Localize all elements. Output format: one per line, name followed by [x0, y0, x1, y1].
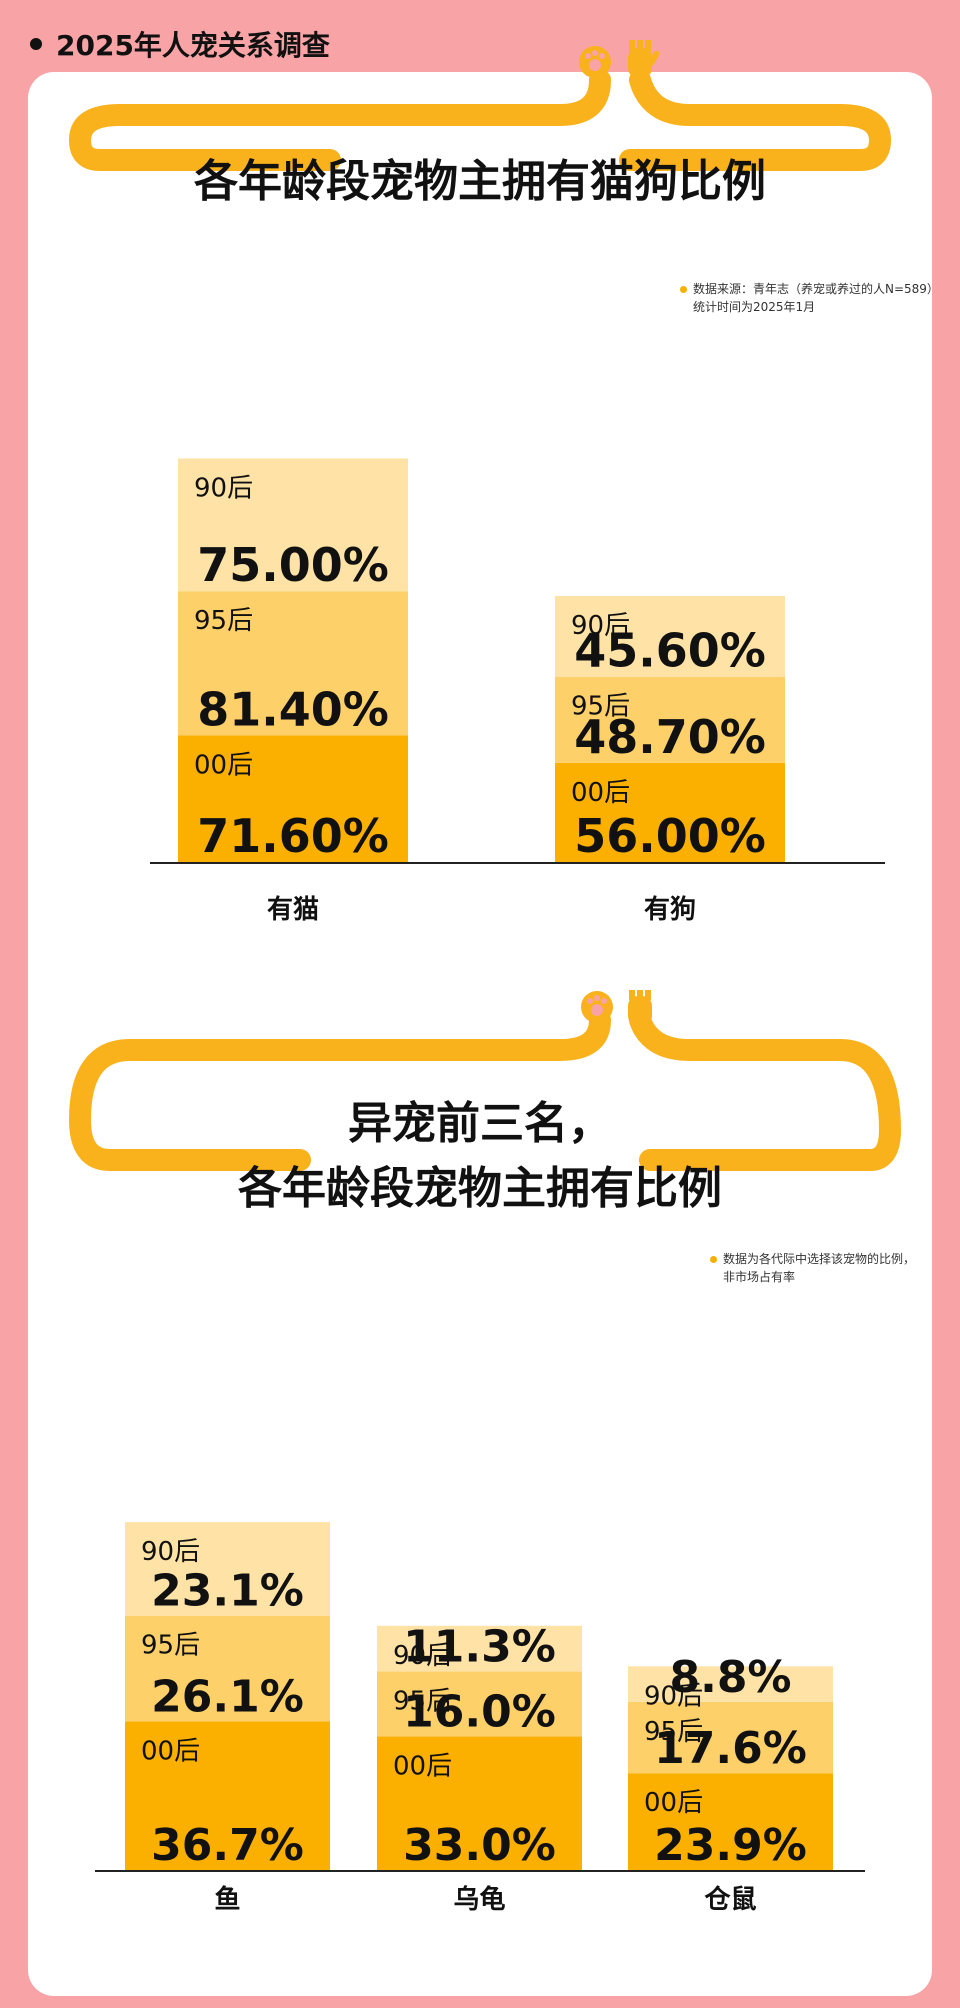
- bar-segment: [125, 1721, 330, 1870]
- data-label: 26.1%: [151, 1671, 304, 1722]
- hand-icon: [628, 990, 652, 1026]
- data-label: 71.60%: [197, 809, 389, 863]
- note-line-2: 非市场占有率: [723, 1270, 796, 1284]
- cat-paw-icon: [581, 991, 613, 1023]
- segment-series-label: 95后: [571, 692, 630, 722]
- segment-series-label: 90后: [644, 1681, 703, 1711]
- data-label: 8.8%: [669, 1652, 791, 1703]
- bar-segment: [555, 762, 785, 862]
- data-label: 36.7%: [151, 1820, 304, 1871]
- data-label: 16.0%: [403, 1686, 556, 1737]
- segment-series-label: 95后: [141, 1631, 200, 1661]
- data-label: 23.9%: [654, 1820, 807, 1871]
- bullet-icon: [30, 38, 42, 50]
- bar-segment: [178, 735, 408, 862]
- bar-segment: [377, 1671, 582, 1737]
- tube-decoration-bottom: [68, 990, 902, 1171]
- segment-series-label: 00后: [194, 750, 253, 780]
- segment-series-label: 90后: [194, 473, 253, 503]
- section1-note: 数据来源：青年志（养宠或养过的人N=589） 统计时间为2025年1月: [680, 280, 939, 316]
- section2-title-line1: 异宠前三名，: [348, 1098, 612, 1149]
- segment-series-label: 00后: [644, 1788, 703, 1818]
- cat-paw-icon: [579, 46, 611, 78]
- data-label: 75.00%: [197, 538, 389, 592]
- segment-series-label: 95后: [644, 1717, 703, 1747]
- bar-segment: [377, 1736, 582, 1870]
- note-line-1: 数据为各代际中选择该宠物的比例，: [723, 1252, 916, 1266]
- bar-segment: [555, 676, 785, 763]
- category-label: 鱼: [214, 1885, 240, 1915]
- data-label: 11.3%: [403, 1622, 556, 1673]
- bar-segment: [125, 1615, 330, 1722]
- category-label: 有猫: [267, 895, 319, 925]
- category-label: 仓鼠: [703, 1884, 756, 1915]
- segment-series-label: 95后: [393, 1687, 452, 1717]
- bar-segment: [555, 595, 785, 677]
- note-bullet-icon: [710, 1256, 717, 1263]
- note-line-1: 数据来源：青年志（养宠或养过的人N=589）: [693, 282, 939, 296]
- bar-segment: [125, 1522, 330, 1616]
- data-label: 45.60%: [574, 624, 766, 678]
- data-label: 81.40%: [197, 682, 389, 736]
- hand-icon: [628, 40, 660, 78]
- bar-segment: [377, 1625, 582, 1672]
- segment-series-label: 00后: [393, 1751, 452, 1781]
- bar-segment: [628, 1773, 833, 1870]
- bar-segment: [178, 458, 408, 592]
- section2-note: 数据为各代际中选择该宠物的比例， 非市场占有率: [710, 1250, 915, 1286]
- section1-title: 各年龄段宠物主拥有猫狗比例: [194, 156, 766, 207]
- page-title: 2025年人宠关系调查: [56, 29, 330, 62]
- bar-segment: [628, 1701, 833, 1774]
- bar-segment: [178, 591, 408, 736]
- segment-series-label: 90后: [141, 1537, 200, 1567]
- data-label: 23.1%: [151, 1566, 304, 1617]
- category-label: 有狗: [644, 895, 696, 925]
- data-label: 56.00%: [574, 809, 766, 863]
- note-bullet-icon: [680, 286, 687, 293]
- segment-series-label: 00后: [141, 1736, 200, 1766]
- data-label: 17.6%: [654, 1723, 807, 1774]
- section2-title-line2: 各年龄段宠物主拥有比例: [238, 1163, 722, 1214]
- segment-series-label: 00后: [571, 778, 630, 808]
- page-header: 2025年人宠关系调查: [30, 16, 330, 72]
- note-line-2: 统计时间为2025年1月: [693, 300, 816, 314]
- data-label: 48.70%: [574, 710, 766, 764]
- category-label: 乌龟: [453, 1884, 505, 1915]
- segment-series-label: 95后: [194, 606, 253, 636]
- segment-series-label: 90后: [571, 611, 630, 641]
- segment-series-label: 90后: [393, 1641, 452, 1671]
- tube-decoration-top: [68, 40, 892, 171]
- bar-segment: [628, 1666, 833, 1702]
- data-label: 33.0%: [403, 1820, 556, 1871]
